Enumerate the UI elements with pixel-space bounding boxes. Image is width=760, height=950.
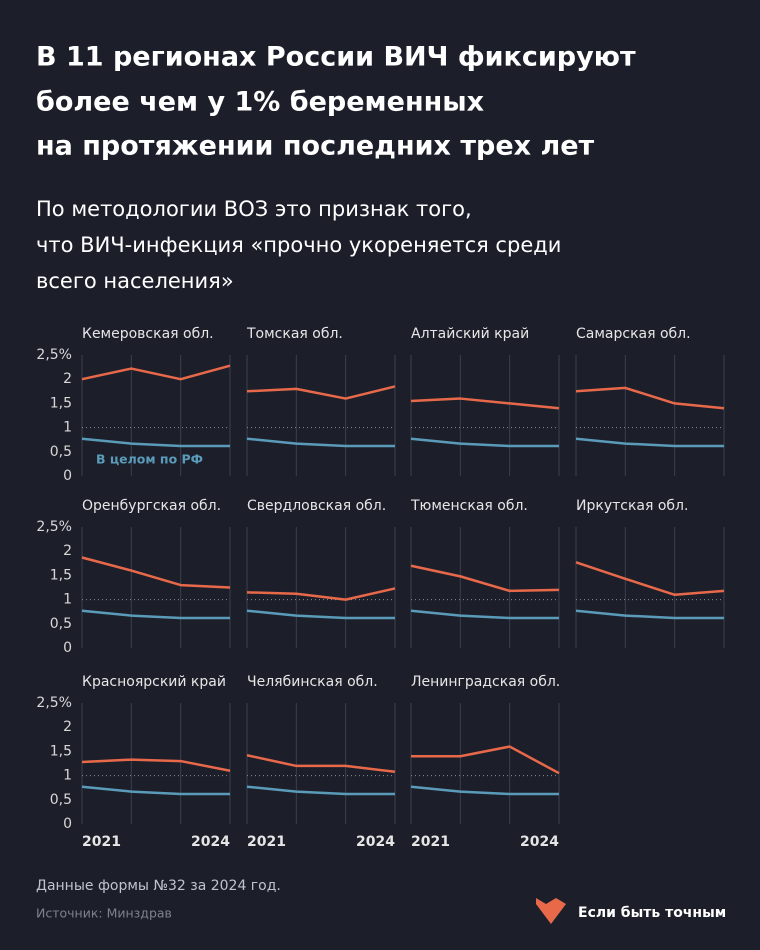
series-line (246, 587, 396, 601)
x-tick-label: 2021 (411, 834, 450, 850)
title-line: В 11 регионах России ВИЧ фиксируют (36, 42, 636, 73)
y-tick-label: 1 (63, 768, 72, 784)
series-line (575, 386, 725, 410)
y-tick-label: 0,5 (50, 616, 72, 632)
series-label: В целом по РФ (96, 451, 203, 466)
panel-title: Иркутская обл. (576, 498, 688, 514)
x-tick-label: 2024 (191, 834, 230, 850)
y-tick-label: 1,5 (50, 743, 72, 759)
series-line (410, 609, 559, 620)
y-tick-label: 2 (63, 719, 72, 735)
series-line (246, 609, 395, 620)
panel-title: Оренбургская обл. (82, 498, 221, 514)
series-line (81, 556, 231, 589)
y-tick-label: 0,5 (50, 444, 72, 460)
x-tick-label: 2024 (520, 834, 559, 850)
panel-title: Самарская обл. (576, 326, 691, 342)
panel-title: Тюменская обл. (410, 498, 528, 514)
series-line (246, 437, 395, 448)
y-tick-label: 2,5% (36, 519, 72, 535)
subtitle-line: всего населения» (36, 269, 234, 293)
panel-title: Свердловская обл. (247, 498, 386, 514)
panel-title: Томская обл. (246, 326, 343, 342)
panel-title: Кемеровская обл. (82, 326, 214, 342)
series-line (246, 754, 396, 773)
y-tick-label: 1,5 (50, 395, 72, 411)
series-line (81, 609, 230, 620)
x-tick-label: 2024 (356, 834, 395, 850)
series-line (410, 564, 560, 593)
panel-title: Челябинская обл. (247, 674, 378, 690)
series-line (81, 437, 230, 448)
series-line (410, 437, 559, 448)
series-line (246, 385, 396, 400)
panel-title: Алтайский край (411, 326, 529, 342)
y-tick-label: 0 (63, 468, 72, 484)
y-tick-label: 2 (63, 371, 72, 387)
panel-title: Красноярский край (82, 674, 226, 690)
subtitle-line: что ВИЧ-инфекция «прочно укореняется сре… (36, 233, 561, 257)
footnote: Данные формы №32 за 2024 год. (36, 878, 281, 894)
panel-title: Ленинградская обл. (411, 674, 560, 690)
title-line: на протяжении последних трех лет (36, 131, 595, 162)
series-line (575, 437, 724, 448)
y-tick-label: 2,5% (36, 347, 72, 363)
series-line (410, 397, 560, 410)
y-tick-label: 0,5 (50, 792, 72, 808)
x-tick-label: 2021 (247, 834, 286, 850)
series-line (410, 785, 559, 796)
y-tick-label: 0 (63, 640, 72, 656)
y-tick-label: 1,5 (50, 567, 72, 583)
y-tick-label: 2 (63, 543, 72, 559)
y-tick-label: 1 (63, 592, 72, 608)
x-tick-label: 2021 (82, 834, 121, 850)
series-line (81, 785, 230, 796)
source: Источник: Минздрав (36, 906, 172, 921)
series-line (81, 758, 231, 772)
series-line (575, 561, 725, 597)
brand-logo (536, 898, 566, 924)
brand: Если быть точным (578, 905, 726, 921)
subtitle-line: По методологии ВОЗ это признак того, (36, 197, 472, 221)
y-tick-label: 0 (63, 816, 72, 832)
series-line (575, 609, 724, 620)
y-tick-label: 1 (63, 420, 72, 436)
y-tick-label: 2,5% (36, 695, 72, 711)
title-line: более чем у 1% беременных (36, 87, 484, 118)
series-line (81, 364, 231, 381)
series-line (411, 745, 560, 775)
series-line (246, 785, 395, 796)
